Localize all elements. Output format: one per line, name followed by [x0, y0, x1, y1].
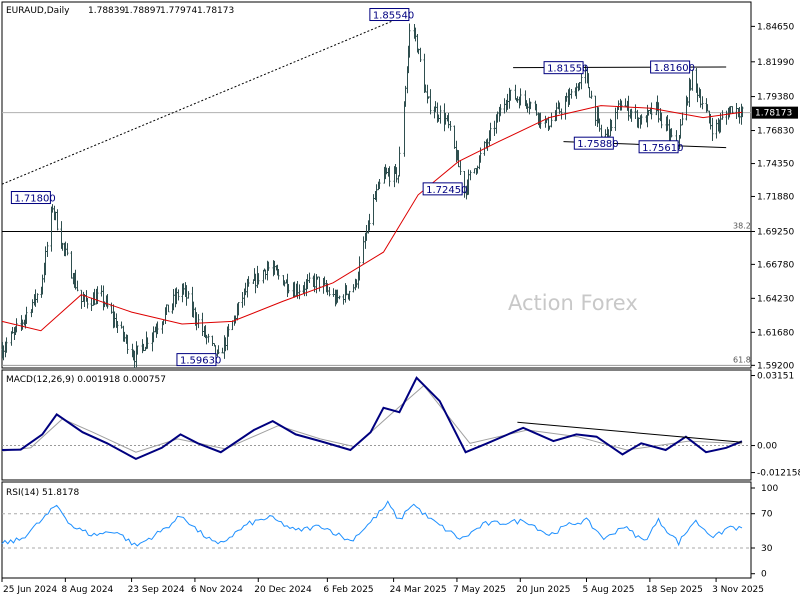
- price-y-tick-label: 1.79380: [757, 93, 794, 103]
- price-header-open: 1.78839: [88, 6, 125, 16]
- price-annotations: 1.85540 1.71800 1.59630 1.72450 1.81550 1.816…: [10, 8, 695, 367]
- price-y-tick-label: 1.64230: [757, 294, 794, 304]
- current-price-badge: [752, 106, 798, 119]
- price-y-tick-label: 1.76830: [757, 127, 794, 137]
- rsi-y-tick-label: 30: [761, 544, 773, 554]
- price-label-text: 1.75610: [642, 143, 683, 154]
- moving-average-layer: [1, 105, 743, 332]
- x-tick-label: 6 Nov 2024: [191, 585, 243, 595]
- x-tick-label: 3 Nov 2025: [712, 585, 764, 595]
- price-panel-frame: [1, 1, 752, 369]
- price-header-symbol: EURAUD,Daily: [6, 6, 70, 16]
- price-y-axis: 1.84650 1.81990 1.79380 1.76830 1.74350 1.718…: [751, 22, 798, 371]
- macd-y-tick-label: 0.03151: [757, 372, 794, 382]
- price-label-box: [638, 140, 679, 154]
- price-label-box: [422, 182, 463, 196]
- macd-signal-line: [1, 384, 743, 453]
- x-tick-label: 20 Jun 2025: [516, 585, 570, 595]
- price-label-text: 1.71800: [14, 194, 55, 205]
- price-label-text: 1.81550: [547, 64, 588, 75]
- rsi-layer: 100 70 30 0: [1, 484, 778, 580]
- price-y-tick-label: 1.66780: [757, 260, 794, 270]
- x-tick-label: 20 Dec 2024: [254, 585, 312, 595]
- price-label-box: [650, 60, 691, 74]
- x-tick-label: 7 May 2025: [453, 585, 506, 595]
- macd-y-tick-label: -0.012158: [757, 469, 800, 479]
- x-tick-label: 24 Mar 2025: [390, 585, 447, 595]
- price-y-tick-label: 1.74350: [757, 160, 794, 170]
- price-candles: [1, 23, 744, 369]
- price-y-tick-label: 1.84650: [757, 22, 794, 32]
- dotted-trendline: [1, 14, 409, 185]
- x-tick-label: 18 Sep 2025: [646, 585, 703, 595]
- x-tick-label: 8 Aug 2024: [61, 585, 113, 595]
- macd-layer: 0.03151 0.00 -0.012158: [1, 372, 800, 479]
- price-level-lines: 38.2 61.8: [2, 112, 751, 366]
- rsi-header: RSI(14) 51.8178: [6, 488, 79, 498]
- x-tick-label: 5 Aug 2025: [583, 585, 635, 595]
- price-header-low: 1.77974: [160, 6, 197, 16]
- current-price-label: 1.78173: [755, 109, 792, 119]
- macd-panel-frame: [1, 369, 752, 481]
- price-label-box: [176, 353, 217, 367]
- rsi-y-tick-label: 70: [761, 510, 773, 520]
- x-tick-label: 23 Sep 2024: [128, 585, 185, 595]
- price-y-tick-label: 1.61680: [757, 328, 794, 338]
- price-label-text: 1.72450: [426, 185, 467, 196]
- price-y-tick-label: 1.59200: [757, 361, 794, 371]
- price-label-box: [369, 8, 410, 22]
- price-y-tick-label: 1.69250: [757, 227, 794, 237]
- fib-level-label: 61.8: [733, 355, 751, 364]
- rsi-y-tick-label: 100: [761, 484, 778, 494]
- macd-header: MACD(12,26,9) 0.001918 0.000757: [6, 375, 166, 385]
- price-label-text: 1.75880: [577, 139, 618, 150]
- macd-y-tick-label: 0.00: [757, 442, 777, 452]
- price-y-tick-label: 1.71880: [757, 192, 794, 202]
- x-tick-label: 25 Jun 2024: [3, 585, 57, 595]
- price-label-box: [573, 136, 614, 150]
- rsi-panel-frame: [1, 481, 752, 579]
- rsi-line: [1, 500, 743, 547]
- price-label-box: [543, 61, 584, 75]
- x-axis: 25 Jun 2024 8 Aug 2024 23 Sep 2024 6 Nov 20…: [1, 578, 764, 595]
- price-label-text: 1.81600: [654, 63, 695, 74]
- macd-trendline: [517, 421, 743, 443]
- price-trendlines: [1, 14, 727, 185]
- x-tick-label: 6 Feb 2025: [323, 585, 373, 595]
- fib-level-label: 38.2: [733, 221, 751, 230]
- macd-line: [1, 376, 743, 461]
- price-header-close: 1.78173: [197, 6, 234, 16]
- price-label-text: 1.85540: [373, 11, 414, 22]
- price-y-tick-label: 1.81990: [757, 58, 794, 68]
- price-label-text: 1.59630: [180, 356, 221, 367]
- rsi-y-tick-label: 0: [761, 570, 767, 580]
- watermark: Action Forex: [508, 291, 638, 315]
- price-header-high: 1.78897: [124, 6, 161, 16]
- price-label-box: [10, 191, 51, 205]
- moving-average-line: [1, 105, 743, 332]
